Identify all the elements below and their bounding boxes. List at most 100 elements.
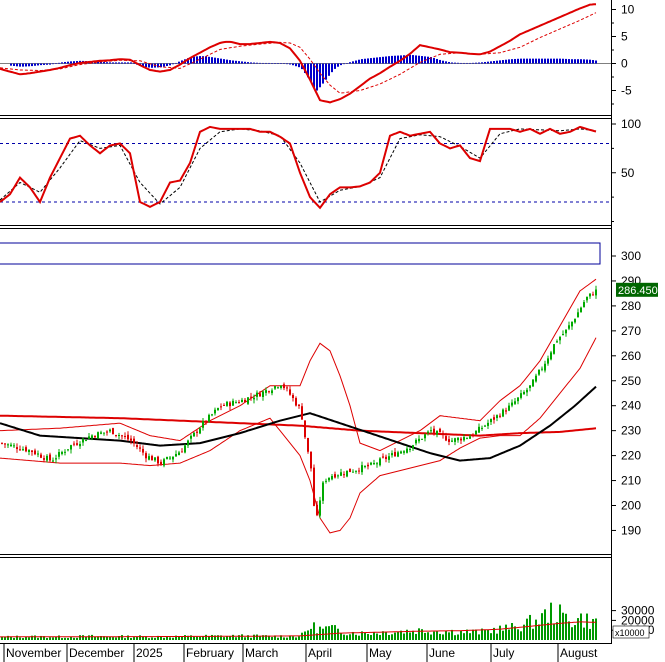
macd-panel[interactable]: 10 5 0 -5	[0, 3, 635, 105]
candle-body	[478, 426, 480, 433]
macd-histogram-bar	[73, 61, 75, 64]
volume-bar	[349, 634, 351, 640]
volume-bar	[520, 631, 522, 640]
macd-histogram-bar	[487, 61, 489, 64]
macd-histogram-bar	[223, 59, 225, 64]
stochastic-y-axis: 100 50	[611, 117, 641, 222]
macd-tick-label: 5	[621, 30, 628, 44]
macd-histogram-bar	[358, 59, 360, 64]
volume-bar	[10, 636, 12, 640]
candle-body	[358, 470, 360, 472]
candle-body	[544, 363, 546, 371]
candle-body	[277, 387, 279, 389]
volume-bar	[376, 633, 378, 640]
candle-body	[196, 431, 198, 433]
volume-bar	[292, 636, 294, 640]
macd-histogram-bar	[76, 61, 78, 64]
macd-histogram-bar	[292, 63, 294, 66]
volume-unit-label: x10000	[615, 628, 645, 638]
candle-body	[223, 404, 225, 406]
candle-body	[568, 325, 570, 329]
macd-histogram-bar	[493, 61, 495, 64]
candle-body	[370, 462, 372, 465]
macd-histogram-bar	[28, 63, 30, 67]
candle-body	[556, 341, 558, 343]
macd-histogram-bar	[112, 62, 114, 64]
macd-histogram-bar	[556, 58, 558, 64]
candle-body	[520, 393, 522, 398]
candle-body	[325, 480, 327, 482]
candle-body	[31, 450, 33, 452]
volume-bar	[1, 636, 3, 640]
stochastic-k-line	[0, 125, 597, 210]
macd-histogram-bar	[562, 58, 564, 64]
macd-histogram-bar	[241, 61, 243, 64]
candle-body	[583, 302, 585, 308]
macd-histogram-bar	[481, 62, 483, 64]
candle-body	[553, 344, 555, 354]
volume-bar	[385, 631, 387, 640]
macd-histogram-bar	[277, 63, 279, 64]
candle-body	[565, 329, 567, 334]
macd-histogram-bar	[178, 61, 180, 64]
candle-body	[511, 402, 513, 406]
volume-bar	[379, 634, 381, 640]
time-axis: November December 2025 February March April Ma…	[3, 643, 598, 662]
macd-histogram-bar	[211, 57, 213, 64]
volume-bar	[49, 637, 51, 640]
macd-histogram-bar	[367, 58, 369, 64]
candle-body	[337, 475, 339, 477]
candle-body	[22, 449, 24, 451]
macd-histogram-bar	[202, 56, 204, 64]
volume-bar	[37, 637, 39, 640]
candle-body	[64, 451, 66, 453]
volume-bar	[22, 638, 24, 640]
macd-histogram-bar	[337, 63, 339, 67]
macd-histogram-bar	[322, 63, 324, 84]
macd-histogram-bar	[469, 62, 471, 64]
candle-body	[526, 389, 528, 393]
volume-bar	[64, 637, 66, 640]
candle-body	[421, 438, 423, 440]
volume-bar	[130, 637, 132, 640]
candle-body	[361, 465, 363, 473]
candle-body	[487, 422, 489, 426]
macd-histogram-bar	[565, 58, 567, 64]
volume-bar	[265, 635, 267, 640]
bollinger-upper-band	[0, 278, 597, 452]
macd-histogram-bar	[22, 63, 24, 67]
volume-bar	[250, 637, 252, 640]
volume-bar	[124, 638, 126, 640]
macd-histogram-bar	[346, 63, 348, 64]
candle-body	[490, 418, 492, 423]
candle-body	[100, 432, 102, 434]
volume-bar	[262, 635, 264, 640]
candle-body	[61, 452, 63, 454]
candle-body	[37, 453, 39, 455]
volume-bar	[46, 638, 48, 640]
candle-body	[463, 437, 465, 441]
volume-bar	[403, 633, 405, 640]
volume-panel[interactable]: 300002000010000 x10000	[0, 602, 655, 640]
volume-bar	[286, 637, 288, 640]
candle-body	[91, 435, 93, 439]
macd-histogram-bar	[421, 56, 423, 64]
volume-bar	[259, 636, 261, 640]
volume-bar	[439, 633, 441, 640]
volume-bar	[148, 638, 150, 640]
macd-histogram-bar	[415, 55, 417, 64]
macd-histogram-bar	[160, 63, 162, 68]
candle-body	[202, 421, 204, 428]
candle-body	[424, 434, 426, 439]
volume-bar	[517, 629, 519, 640]
price-tick-label: 200	[621, 499, 641, 513]
macd-histogram-bar	[118, 62, 120, 64]
macd-histogram-bar	[289, 63, 291, 65]
candle-body	[550, 352, 552, 360]
candle-body	[457, 437, 459, 441]
macd-histogram-bar	[361, 59, 363, 64]
stochastic-panel[interactable]: 100 50	[0, 117, 641, 222]
